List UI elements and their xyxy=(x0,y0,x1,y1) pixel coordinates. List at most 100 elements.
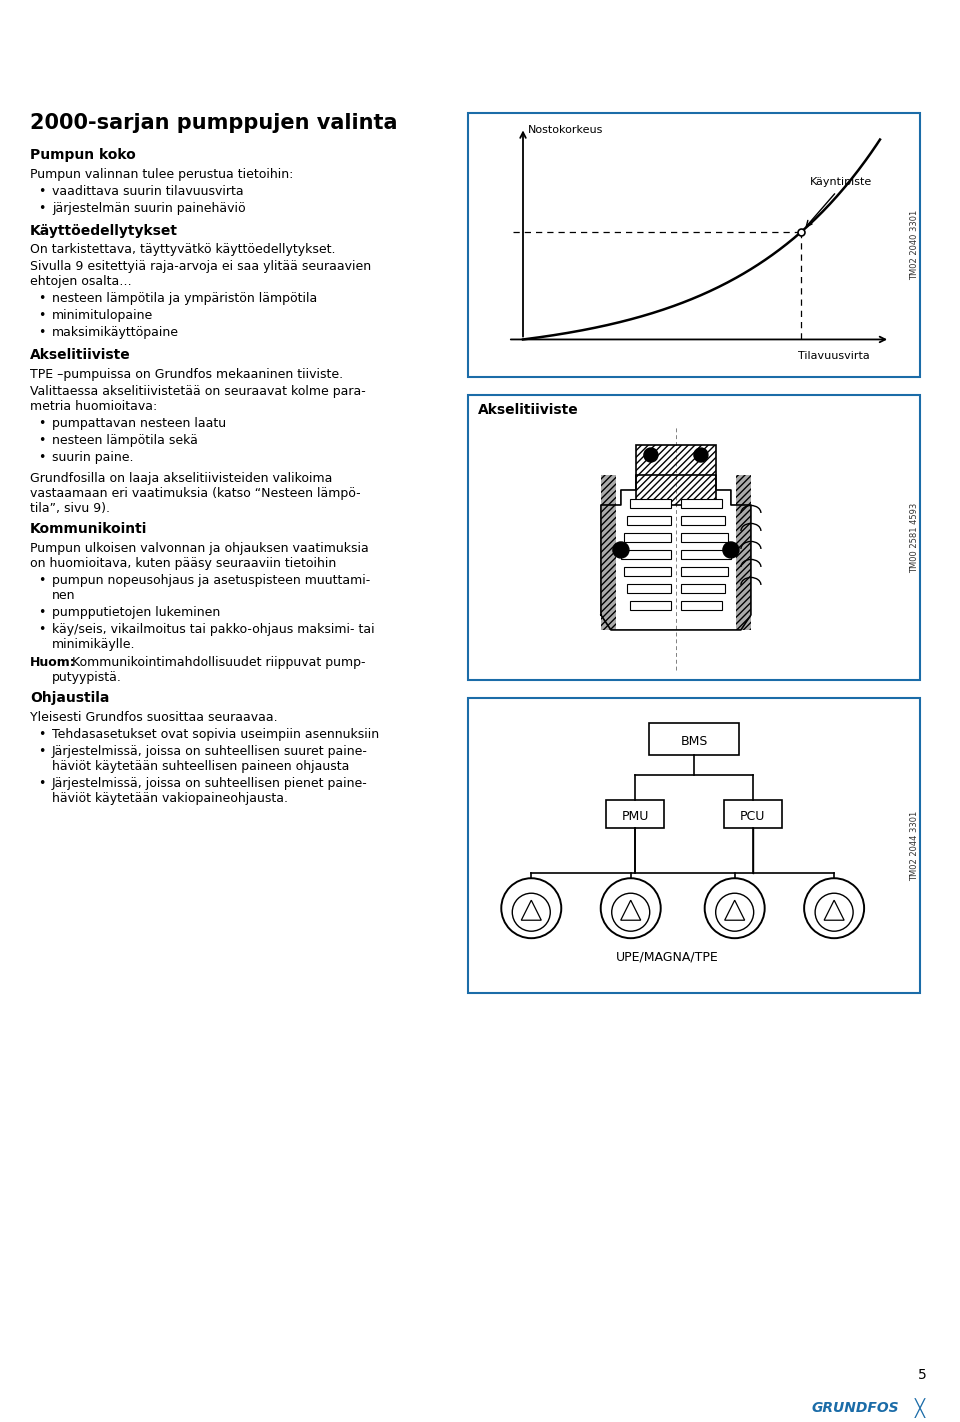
Text: Sarja 2000: Sarja 2000 xyxy=(851,24,943,38)
Text: minimitulopaine: minimitulopaine xyxy=(52,310,154,323)
Bar xyxy=(681,567,728,576)
Text: Järjestelmissä, joissa on suhteellisen pienet paine-: Järjestelmissä, joissa on suhteellisen p… xyxy=(52,778,368,791)
Text: •: • xyxy=(38,327,45,340)
Text: •: • xyxy=(38,623,45,636)
Text: Kommunikointimahdollisuudet riippuvat pump-: Kommunikointimahdollisuudet riippuvat pu… xyxy=(68,657,366,670)
Text: Akselitiiviste: Akselitiiviste xyxy=(30,348,131,363)
Text: tila”, sivu 9).: tila”, sivu 9). xyxy=(30,502,110,515)
Text: •: • xyxy=(38,185,45,198)
Text: TPE –pumpuissa on Grundfos mekaaninen tiiviste.: TPE –pumpuissa on Grundfos mekaaninen ti… xyxy=(30,368,343,381)
Bar xyxy=(601,475,616,630)
Bar xyxy=(724,801,781,828)
Circle shape xyxy=(716,893,754,931)
Text: •: • xyxy=(38,728,45,741)
Text: Yleiset tiedot: Yleiset tiedot xyxy=(17,14,270,48)
Text: TM02 2040 3301: TM02 2040 3301 xyxy=(910,210,920,280)
Text: ehtojen osalta…: ehtojen osalta… xyxy=(30,276,132,289)
Text: Pumpun valinnan tulee perustua tietoihin:: Pumpun valinnan tulee perustua tietoihin… xyxy=(30,168,294,181)
Bar xyxy=(627,516,671,525)
Circle shape xyxy=(612,893,650,931)
Text: 5: 5 xyxy=(918,1368,926,1382)
Bar xyxy=(636,445,716,505)
Text: Ohjaustila: Ohjaustila xyxy=(30,691,109,705)
Text: •: • xyxy=(38,574,45,587)
Text: Pumpun koko: Pumpun koko xyxy=(30,148,135,162)
Text: pumpputietojen lukeminen: pumpputietojen lukeminen xyxy=(52,606,220,620)
Bar xyxy=(468,698,920,993)
Text: Tilavuusvirta: Tilavuusvirta xyxy=(799,351,870,361)
Bar xyxy=(736,475,751,630)
Polygon shape xyxy=(621,900,640,920)
Text: vaadittava suurin tilavuusvirta: vaadittava suurin tilavuusvirta xyxy=(52,185,244,198)
Text: Yleisesti Grundfos suosittaa seuraavaa.: Yleisesti Grundfos suosittaa seuraavaa. xyxy=(30,711,277,724)
Bar xyxy=(630,499,671,508)
Text: nesteen lämpötila ja ympäristön lämpötila: nesteen lämpötila ja ympäristön lämpötil… xyxy=(52,293,317,306)
Text: nen: nen xyxy=(52,589,76,603)
Text: TM02 2044 3301: TM02 2044 3301 xyxy=(910,811,920,880)
Text: putyypistä.: putyypistä. xyxy=(52,671,122,684)
Bar xyxy=(681,602,722,610)
Polygon shape xyxy=(521,900,541,920)
Text: Huom:: Huom: xyxy=(30,657,76,670)
Bar xyxy=(681,499,722,508)
Text: GRUNDFOS: GRUNDFOS xyxy=(811,1401,899,1415)
Circle shape xyxy=(705,879,765,939)
Text: nesteen lämpötila sekä: nesteen lämpötila sekä xyxy=(52,434,198,448)
Text: 2000-sarjan pumppujen valinta: 2000-sarjan pumppujen valinta xyxy=(30,112,397,132)
Text: •: • xyxy=(38,202,45,215)
Text: On tarkistettava, täyttyvätkö käyttöedellytykset.: On tarkistettava, täyttyvätkö käyttöedel… xyxy=(30,243,335,256)
Text: PMU: PMU xyxy=(621,809,649,823)
Bar xyxy=(624,533,671,542)
Text: Nostokorkeus: Nostokorkeus xyxy=(528,125,604,135)
Text: maksimikäyttöpaine: maksimikäyttöpaine xyxy=(52,327,179,340)
Text: Sivulla 9 esitettyiä raja-arvoja ei saa ylitää seuraavien: Sivulla 9 esitettyiä raja-arvoja ei saa … xyxy=(30,260,372,273)
Text: pumpun nopeusohjaus ja asetuspisteen muuttami-: pumpun nopeusohjaus ja asetuspisteen muu… xyxy=(52,574,371,587)
Bar xyxy=(627,584,671,593)
Text: Tehdasasetukset ovat sopivia useimpiin asennuksiin: Tehdasasetukset ovat sopivia useimpiin a… xyxy=(52,728,379,741)
Bar xyxy=(649,724,739,755)
Circle shape xyxy=(694,448,708,462)
Text: •: • xyxy=(38,310,45,323)
Text: UPE/MAGNA/TPE: UPE/MAGNA/TPE xyxy=(615,950,718,963)
Text: Akselitiiviste: Akselitiiviste xyxy=(478,404,579,418)
Text: metria huomioitava:: metria huomioitava: xyxy=(30,401,157,414)
Text: on huomioitava, kuten pääsy seuraaviin tietoihin: on huomioitava, kuten pääsy seuraaviin t… xyxy=(30,557,336,570)
Circle shape xyxy=(723,542,739,557)
Circle shape xyxy=(612,542,629,557)
Bar xyxy=(468,395,920,680)
Text: Käyntipiste: Käyntipiste xyxy=(809,176,872,186)
Text: •: • xyxy=(38,293,45,306)
Text: vastaamaan eri vaatimuksia (katso “Nesteen lämpö-: vastaamaan eri vaatimuksia (katso “Neste… xyxy=(30,488,361,501)
Circle shape xyxy=(501,879,562,939)
Polygon shape xyxy=(824,900,844,920)
Circle shape xyxy=(513,893,550,931)
Text: TM00 2581 4593: TM00 2581 4593 xyxy=(910,503,920,573)
Text: häviöt käytetään vakiopaineohjausta.: häviöt käytetään vakiopaineohjausta. xyxy=(52,792,288,805)
Text: BMS: BMS xyxy=(681,735,708,748)
Text: •: • xyxy=(38,451,45,465)
Text: Järjestelmissä, joissa on suhteellisen suuret paine-: Järjestelmissä, joissa on suhteellisen s… xyxy=(52,745,368,758)
Bar xyxy=(681,584,725,593)
Text: PCU: PCU xyxy=(740,809,765,823)
Polygon shape xyxy=(725,900,745,920)
Text: Kommunikointi: Kommunikointi xyxy=(30,522,148,536)
Text: Grundfosilla on laaja akselitiivisteiden valikoima: Grundfosilla on laaja akselitiivisteiden… xyxy=(30,472,332,485)
Text: suurin paine.: suurin paine. xyxy=(52,451,133,465)
Bar xyxy=(624,567,671,576)
Text: minimikäylle.: minimikäylle. xyxy=(52,638,135,651)
Text: ╳: ╳ xyxy=(915,1398,924,1418)
Text: Käyttöedellytykset: Käyttöedellytykset xyxy=(30,223,178,237)
Circle shape xyxy=(644,448,658,462)
Text: •: • xyxy=(38,418,45,431)
Text: Valittaessa akselitiivistetää on seuraavat kolme para-: Valittaessa akselitiivistetää on seuraav… xyxy=(30,385,366,398)
Text: Pumpun ulkoisen valvonnan ja ohjauksen vaatimuksia: Pumpun ulkoisen valvonnan ja ohjauksen v… xyxy=(30,542,369,556)
Circle shape xyxy=(815,893,853,931)
Bar xyxy=(681,516,725,525)
Circle shape xyxy=(601,879,660,939)
Text: •: • xyxy=(38,778,45,791)
Text: käy/seis, vikailmoitus tai pakko-ohjaus maksimi- tai: käy/seis, vikailmoitus tai pakko-ohjaus … xyxy=(52,623,374,636)
Bar xyxy=(621,550,671,559)
Bar xyxy=(630,602,671,610)
Bar xyxy=(607,801,664,828)
Text: häviöt käytetään suhteellisen paineen ohjausta: häviöt käytetään suhteellisen paineen oh… xyxy=(52,761,349,774)
